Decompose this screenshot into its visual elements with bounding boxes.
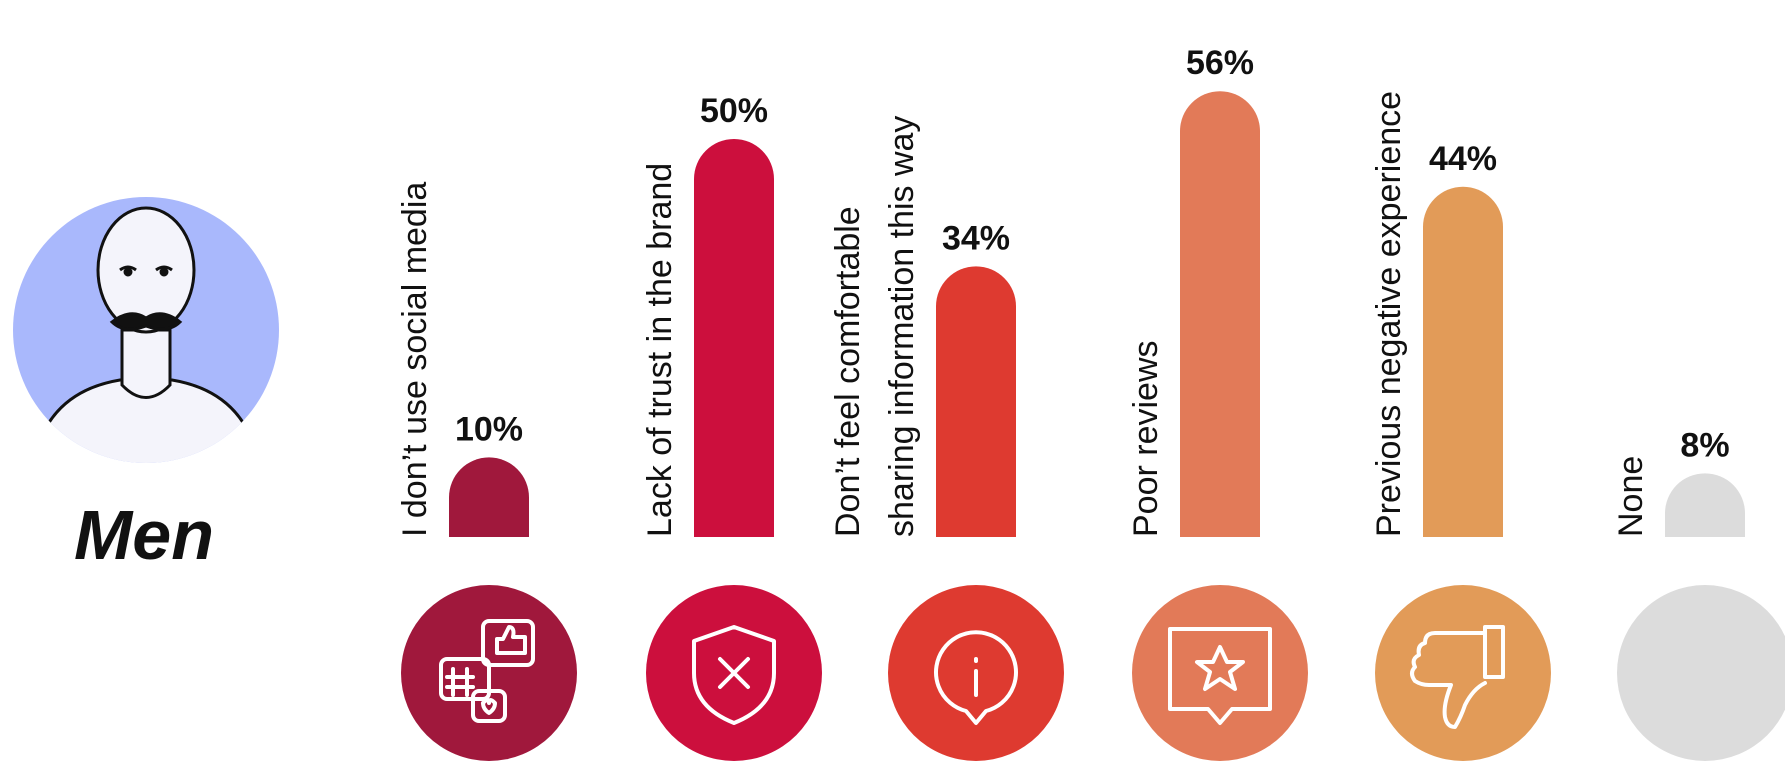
value-label: 10% [455, 410, 523, 448]
category-label: I don’t use social media [396, 182, 434, 537]
category-label: Don’t feel comfortable [829, 206, 867, 537]
bar [1180, 91, 1260, 538]
icon [1168, 627, 1272, 725]
icon [692, 625, 776, 725]
category-label: sharing information this way [883, 116, 921, 537]
icon-part [445, 625, 527, 715]
icon-part [471, 689, 507, 723]
bar [449, 457, 529, 537]
value-label: 56% [1186, 44, 1254, 82]
icon-part [481, 619, 535, 667]
bar [694, 139, 774, 537]
value-label: 44% [1429, 140, 1497, 178]
icon [439, 619, 535, 723]
icon-circle [1375, 585, 1551, 761]
bar [936, 266, 1016, 537]
group-label: Men [74, 496, 214, 574]
bar [1665, 473, 1745, 537]
value-label: 50% [700, 92, 768, 130]
category-label: Poor reviews [1127, 340, 1165, 537]
icon [1410, 625, 1505, 729]
icon-circle [1132, 585, 1308, 761]
category-label: Previous negative experience [1370, 91, 1408, 537]
avatar [13, 197, 279, 463]
value-label: 34% [942, 219, 1010, 257]
value-label: 8% [1680, 426, 1729, 464]
icon [934, 630, 1018, 725]
category-label: None [1612, 456, 1650, 537]
bar [1423, 186, 1503, 537]
category-label: Lack of trust in the brand [641, 163, 679, 537]
icon-circle [1617, 585, 1785, 761]
icon-part [934, 630, 1018, 725]
icon-part [1168, 627, 1272, 725]
icon-part [439, 657, 491, 701]
icon-part [1410, 625, 1505, 729]
icon-part [692, 625, 776, 725]
